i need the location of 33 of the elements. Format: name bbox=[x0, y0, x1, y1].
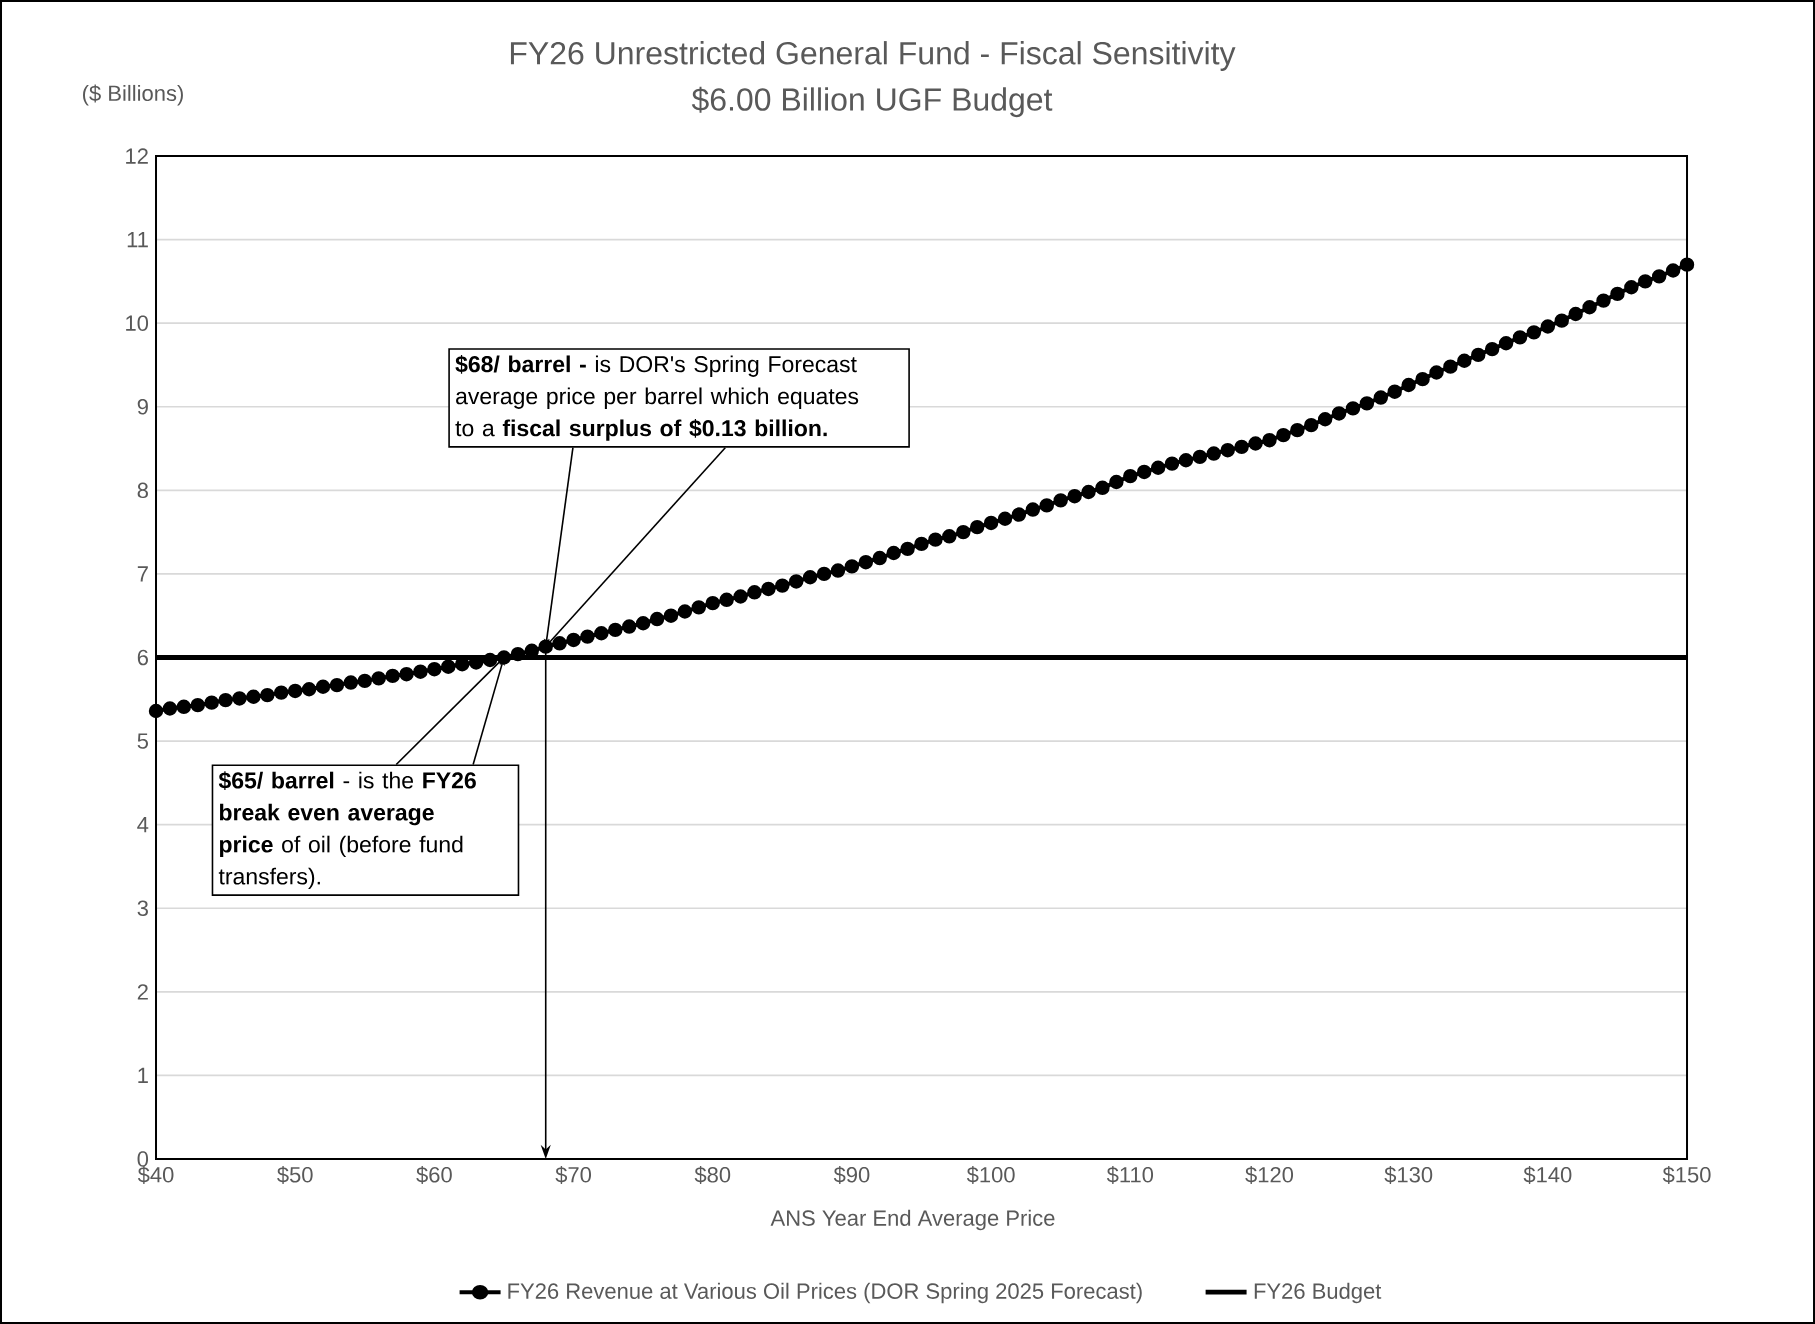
y-tick-label: 1 bbox=[138, 1067, 148, 1083]
y-tick-label: 12 bbox=[126, 148, 148, 164]
x-tick-label: $120 bbox=[1245, 1166, 1294, 1184]
x-tick-label: $80 bbox=[694, 1166, 731, 1184]
y-tick-label: 5 bbox=[137, 733, 148, 749]
x-tick-label: $60 bbox=[416, 1166, 452, 1184]
x-tick-label: $140 bbox=[1523, 1166, 1572, 1184]
x-tick-label: $70 bbox=[555, 1166, 592, 1184]
y-tick-label: 7 bbox=[137, 566, 148, 582]
y-axis-title: ($ Billions) bbox=[83, 84, 183, 106]
legend-label: FY26 Revenue at Various Oil Prices (DOR Spring 2025 Forecast) bbox=[508, 1282, 1142, 1304]
annotation: $65/ barrel - is the FY26 break even average price of oil (before fund transfers). bbox=[218, 771, 476, 890]
chart-title: FY26 Unrestricted General Fund - Fiscal Sensitivity bbox=[510, 41, 1236, 71]
x-tick-label: $90 bbox=[833, 1166, 870, 1184]
y-tick-label: 4 bbox=[137, 817, 149, 833]
y-tick-label: 0 bbox=[137, 1151, 149, 1167]
x-tick-label: $110 bbox=[1106, 1166, 1154, 1184]
legend-label: FY26 Budget bbox=[1254, 1282, 1382, 1304]
annotation: $68/ barrel - is DOR's Spring Forecast average price per barrel which equates to a fiscal surplus of $0.13 billion. bbox=[455, 355, 859, 441]
y-tick-label: 2 bbox=[137, 984, 148, 1000]
x-tick-label: $150 bbox=[1662, 1166, 1711, 1184]
x-tick-label: $100 bbox=[966, 1166, 1015, 1184]
y-tick-label: 8 bbox=[137, 482, 148, 499]
y-tick-label: 3 bbox=[137, 900, 148, 917]
x-tick-label: $40 bbox=[137, 1166, 174, 1184]
x-tick-label: $50 bbox=[277, 1166, 313, 1184]
x-axis-title: ANS Year End Average Price bbox=[770, 1209, 1055, 1231]
x-tick-label: $130 bbox=[1384, 1166, 1433, 1184]
y-tick-label: 11 bbox=[127, 232, 148, 248]
y-tick-label: 6 bbox=[137, 649, 148, 666]
y-tick-label: 10 bbox=[126, 315, 149, 331]
chart-subtitle: $6.00 Billion UGF Budget bbox=[691, 86, 1053, 118]
y-tick-label: 9 bbox=[137, 398, 148, 415]
